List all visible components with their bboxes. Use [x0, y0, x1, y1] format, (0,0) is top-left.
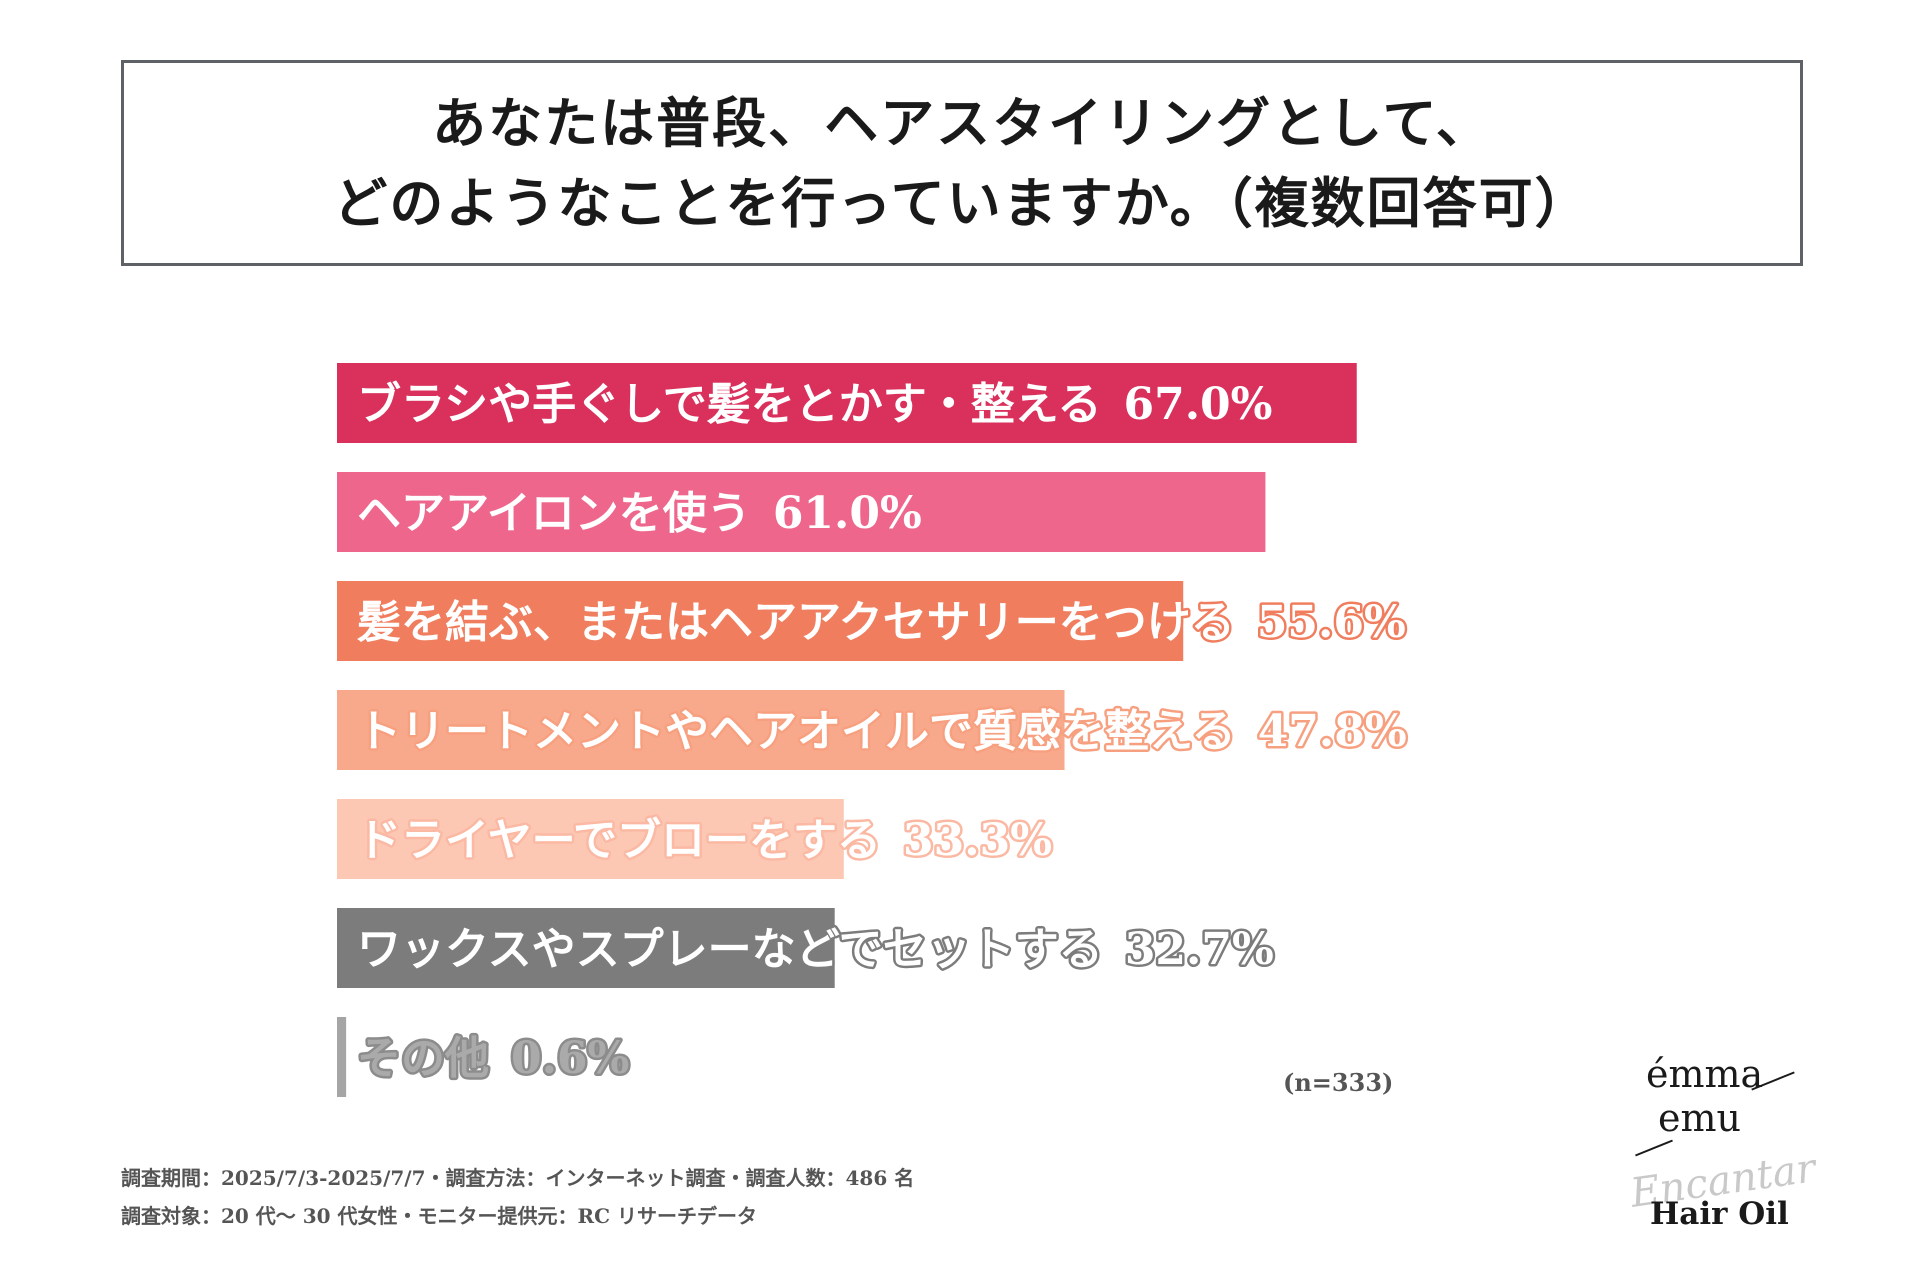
bar-4 [337, 690, 1065, 770]
category-label-5: ドライヤーでブローをする [357, 815, 881, 866]
value-label-6: 32.7% [1125, 924, 1274, 975]
value-label-2: 61.0% [773, 488, 922, 539]
logo-product-name: Hair Oil [1650, 1196, 1789, 1232]
category-label-6: ワックスやスプレーなどでセットする [357, 924, 1103, 975]
value-label-5: 33.3% [903, 815, 1052, 866]
bar-label-6: ワックスやスプレーなどでセットする 32.7% [357, 924, 1274, 975]
bar-label-7: その他 0.6% [357, 1033, 629, 1084]
value-label-3: 55.6% [1257, 597, 1406, 648]
chart-title-line-2: どのようなことを行っていますか。（複数回答可） [333, 171, 1591, 235]
bar-label-3: 髪を結ぶ、またはヘアアクセサリーをつける 55.6% [357, 597, 1406, 648]
value-label-4: 47.8% [1258, 706, 1407, 757]
category-label-4: トリートメントやヘアオイルで質感を整える [357, 706, 1236, 757]
bar-7 [337, 1017, 347, 1097]
value-label-1: 67.0% [1123, 379, 1272, 430]
category-label-3: 髪を結ぶ、またはヘアアクセサリーをつける [357, 597, 1235, 648]
bar-label-1: ブラシや手ぐしで髪をとかす・整える 67.0% [357, 379, 1272, 430]
logo-brand-line-2: emu [1658, 1096, 1741, 1140]
bar-2 [337, 472, 1266, 552]
sample-size-label: (n=333) [1283, 1068, 1394, 1097]
chart-title-line-1: あなたは普段、ヘアスタイリングとして、 [432, 91, 1492, 155]
category-label-2: ヘアアイロンを使う [357, 488, 751, 539]
value-label-7: 0.6% [511, 1033, 629, 1084]
logo-brand-line-1: émma [1646, 1052, 1764, 1096]
bar-3 [337, 581, 1184, 661]
category-label-1: ブラシや手ぐしで髪をとかす・整える [357, 379, 1101, 430]
bar-label-4: トリートメントやヘアオイルで質感を整える 47.8% [357, 706, 1407, 757]
bar-6 [337, 908, 835, 988]
bar-chart: ブラシや手ぐしで髪をとかす・整える 67.0% ヘアアイロンを使う 61.0% 髪を結ぶ… [337, 363, 1409, 1097]
survey-note-1: 調査期間：2025/7/3-2025/7/7・調査方法：インターネット調査・調査… [121, 1166, 915, 1190]
title-box: あなたは普段、ヘアスタイリングとして、 どのようなことを行っていますか。（複数回… [121, 60, 1803, 266]
bar-5 [337, 799, 844, 879]
bar-label-5: ドライヤーでブローをする 33.3% [357, 815, 1052, 866]
bar-label-2: ヘアアイロンを使う 61.0% [357, 488, 922, 539]
category-label-7: その他 [357, 1033, 489, 1084]
survey-note-2: 調査対象：20 代～ 30 代女性・モニター提供元：RC リサーチデータ [121, 1204, 758, 1228]
brand-logo: émma emu Encantar Hair Oil [1600, 1050, 1830, 1240]
logo-slash-bottom [1635, 1139, 1673, 1157]
bar-1 [337, 363, 1357, 443]
